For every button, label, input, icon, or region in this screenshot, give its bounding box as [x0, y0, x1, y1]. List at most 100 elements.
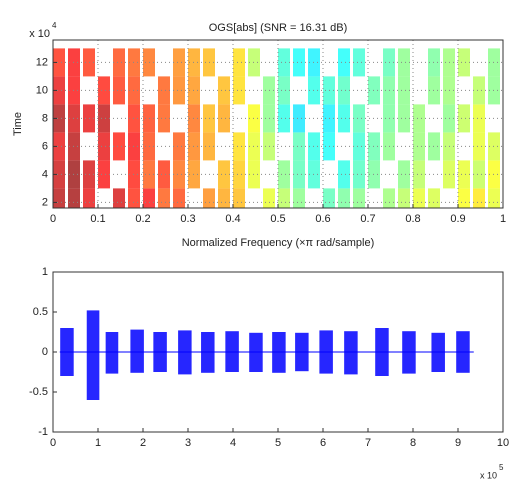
heat-cell	[473, 104, 485, 133]
heat-cell	[203, 188, 215, 208]
y-tick-label: 10	[36, 84, 48, 96]
x-tick-label: 7	[365, 437, 371, 449]
x-tick-label: 0.2	[135, 213, 150, 225]
heat-cell	[353, 104, 365, 133]
x-tick-label: 0	[50, 213, 56, 225]
heat-cell	[338, 48, 350, 77]
heat-cell	[458, 48, 470, 77]
plot-area	[59, 310, 474, 400]
heat-cell	[218, 160, 230, 189]
heat-cell	[458, 188, 470, 208]
heat-cell	[293, 104, 305, 133]
heat-cell	[158, 76, 170, 105]
heat-cell	[53, 104, 65, 133]
x-tick-label: 1	[500, 213, 506, 225]
burst	[402, 331, 416, 374]
heat-cell	[173, 160, 185, 189]
y-exponent-base: x 10	[29, 28, 50, 40]
y-tick-label: 0	[42, 346, 48, 358]
x-tick-label: 5	[275, 437, 281, 449]
heat-cell	[218, 188, 230, 208]
y-tick-label: 1	[42, 266, 48, 278]
heat-cell	[353, 132, 365, 161]
heat-cell	[233, 132, 245, 161]
burst	[153, 332, 167, 372]
heat-cell	[173, 76, 185, 105]
heat-cell	[413, 160, 425, 189]
x-tick-label: 0.3	[180, 213, 195, 225]
heat-cell	[113, 132, 125, 161]
heat-cell	[458, 104, 470, 133]
plot-area	[53, 40, 503, 208]
burst	[272, 332, 286, 373]
y-tick-label: 12	[36, 56, 48, 68]
heat-cell	[398, 76, 410, 105]
burst	[319, 330, 333, 374]
burst	[375, 328, 389, 376]
heat-cell	[278, 48, 290, 77]
burst	[249, 332, 263, 372]
burst	[201, 332, 215, 373]
y-tick-label: 6	[42, 140, 48, 152]
heat-cell	[293, 160, 305, 189]
heat-cell	[293, 188, 305, 208]
x-tick-label: 0.7	[360, 213, 375, 225]
heat-cell	[413, 132, 425, 161]
x-tick-label: 2	[140, 437, 146, 449]
burst	[295, 332, 309, 372]
heat-cell	[353, 48, 365, 77]
heat-cell	[53, 48, 65, 77]
y-axis-label: Time	[12, 112, 24, 136]
heat-cell	[413, 188, 425, 208]
x-tick-label: 9	[455, 437, 461, 449]
x-tick-label: 0.8	[405, 213, 420, 225]
heat-cell	[173, 188, 185, 208]
heat-cell	[458, 160, 470, 189]
heat-cell	[383, 188, 395, 208]
x-tick-label: 8	[410, 437, 416, 449]
heat-cell	[398, 48, 410, 77]
heat-cell	[278, 160, 290, 189]
heat-cell	[218, 76, 230, 105]
heat-cell	[293, 48, 305, 77]
heat-cell	[233, 48, 245, 77]
heat-cell	[158, 188, 170, 208]
y-tick-label: -1	[38, 426, 48, 438]
burst	[225, 331, 239, 372]
burst	[344, 331, 358, 375]
heat-cell	[233, 76, 245, 105]
x-tick-label: 10	[497, 437, 509, 449]
x-tick-label: 0.1	[90, 213, 105, 225]
heat-cell	[113, 48, 125, 77]
burst	[105, 332, 119, 374]
heat-cell	[128, 188, 140, 208]
x-tick-label: 0.9	[450, 213, 465, 225]
heat-cell	[473, 132, 485, 161]
heat-cell	[83, 188, 95, 208]
heat-cell	[98, 160, 110, 189]
x-tick-label: 0.6	[315, 213, 330, 225]
burst	[130, 329, 144, 373]
y-tick-label: -0.5	[29, 386, 48, 398]
x-exponent-base: x 10	[480, 470, 497, 480]
heat-cell	[233, 160, 245, 189]
heat-cell	[338, 188, 350, 208]
heat-cell	[338, 160, 350, 189]
burst	[178, 330, 192, 375]
heat-cell	[398, 104, 410, 133]
heat-cell	[488, 188, 500, 208]
heat-cell	[323, 188, 335, 208]
heat-cell	[68, 188, 80, 208]
heat-cell	[398, 160, 410, 189]
heat-cell	[233, 188, 245, 208]
heat-cell	[53, 76, 65, 105]
heat-cell	[113, 76, 125, 105]
heat-cell	[278, 76, 290, 105]
heat-cell	[263, 188, 275, 208]
heat-cell	[473, 160, 485, 189]
x-axis-label: Normalized Frequency (×π rad/sample)	[182, 237, 375, 249]
heat-cell	[278, 104, 290, 133]
y-exponent-power: 4	[52, 21, 57, 30]
x-tick-label: 1	[95, 437, 101, 449]
